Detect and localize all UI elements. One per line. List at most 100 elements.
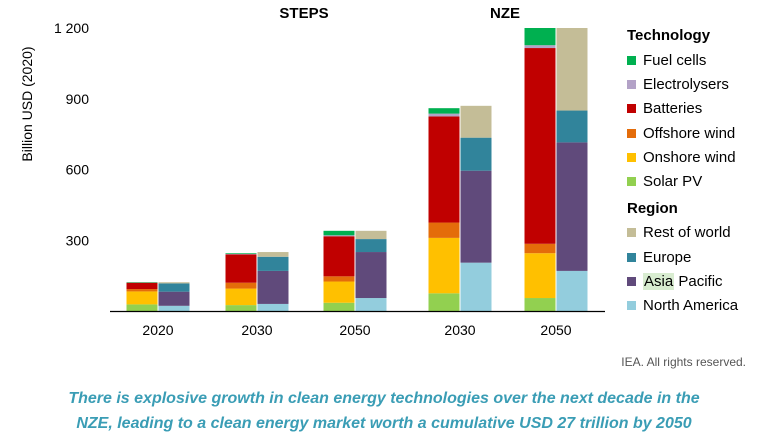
x-tick-label-0: 2020 [142, 322, 173, 338]
bar-segment-technology-offshore-wind-1 [225, 282, 257, 289]
y-tick-label: 300 [66, 232, 90, 248]
bar-segment-region-europe-2 [355, 239, 387, 253]
bar-segment-technology-solar-pv-2 [323, 302, 355, 311]
legend-label: Batteries [643, 100, 703, 118]
legend-item-batteries: Batteries [627, 97, 767, 121]
bar-segment-technology-batteries-4 [524, 48, 556, 244]
bar-segment-region-rest-of-world-1 [257, 252, 289, 257]
bar-segment-technology-onshore-wind-0 [126, 291, 158, 305]
legend-label: Europe [643, 248, 692, 266]
legend-item-fuel-cells: Fuel cells [627, 48, 767, 72]
bar-segment-technology-batteries-2 [323, 236, 355, 277]
bar-segment-technology-onshore-wind-1 [225, 288, 257, 306]
bar-segment-technology-offshore-wind-2 [323, 276, 355, 282]
bar-segment-technology-fuel-cells-4 [524, 28, 556, 46]
legend-label: Fuel cells [643, 51, 707, 69]
legend-item-onshore-wind: Onshore wind [627, 145, 767, 169]
bar-segment-region-asia-pacific-1 [257, 270, 289, 304]
bar-segment-technology-electrolysers-2 [323, 235, 355, 237]
bar-segment-region-asia-pacific-0 [158, 291, 190, 306]
bar-segment-region-europe-4 [556, 110, 588, 143]
legend-label: North America [643, 297, 739, 315]
legend-technology-title: Technology [627, 27, 711, 44]
scenario-label-nze: NZE [490, 5, 520, 22]
legend-swatch [627, 152, 636, 162]
x-tick-label-1: 2030 [241, 322, 272, 338]
bar-segment-region-north-america-3 [460, 262, 492, 311]
bar-segment-region-rest-of-world-0 [158, 282, 190, 284]
x-tick-label-4: 2050 [540, 322, 571, 338]
bar-segment-technology-onshore-wind-2 [323, 281, 355, 303]
legend-swatch [627, 228, 636, 238]
legend-label-rest: Pacific [674, 273, 723, 291]
bar-segment-technology-fuel-cells-1 [225, 253, 257, 254]
credit-text: IEA. All rights reserved. [621, 355, 746, 369]
legend-item-electrolysers: Electrolysers [627, 72, 767, 96]
legend-item-north-america: North America [627, 294, 767, 318]
stacked-bar-chart: 300 600 900 1 200 Billion USD (2020) STEPS NZE… [19, 5, 605, 338]
legend-label: Electrolysers [643, 75, 729, 93]
caption-line-1: There is explosive growth in clean energ… [68, 390, 700, 407]
bar-segment-technology-onshore-wind-3 [428, 237, 460, 294]
legend-item-rest-of-world: Rest of world [627, 221, 767, 245]
bar-segment-technology-batteries-3 [428, 116, 460, 223]
bar-segment-region-europe-0 [158, 283, 190, 292]
caption: There is explosive growth in clean energ… [0, 386, 768, 436]
bar-segment-region-north-america-2 [355, 298, 387, 311]
bar-segment-technology-offshore-wind-4 [524, 243, 556, 254]
caption-line-2: NZE, leading to a clean energy market wo… [76, 415, 692, 432]
legend-swatch [627, 104, 636, 114]
bar-segment-technology-electrolysers-4 [524, 45, 556, 49]
bar-segment-region-north-america-1 [257, 303, 289, 311]
bar-segment-technology-offshore-wind-0 [126, 289, 158, 292]
legend-label: Solar PV [643, 173, 703, 191]
bar-segment-technology-fuel-cells-3 [428, 108, 460, 114]
bar-segment-technology-electrolysers-3 [428, 113, 460, 117]
bar-segment-technology-solar-pv-1 [225, 305, 257, 311]
legend-swatch [627, 252, 636, 262]
bar-segment-region-north-america-4 [556, 270, 588, 311]
bar-segment-technology-fuel-cells-2 [323, 230, 355, 236]
bar-segment-region-rest-of-world-3 [460, 105, 492, 138]
bar-segment-technology-onshore-wind-4 [524, 253, 556, 299]
legend-label: Offshore wind [643, 124, 736, 142]
scenario-label-steps: STEPS [279, 5, 328, 22]
bar-segment-technology-solar-pv-3 [428, 293, 460, 311]
bar-segment-technology-batteries-1 [225, 254, 257, 283]
y-axis-label: Billion USD (2020) [19, 46, 35, 161]
bar-segment-technology-solar-pv-0 [126, 304, 158, 311]
legend-item-solar-pv: Solar PV [627, 169, 767, 193]
bar-segment-region-europe-3 [460, 137, 492, 171]
legend-item-offshore-wind: Offshore wind [627, 121, 767, 145]
y-tick-label: 600 [66, 162, 90, 178]
legend-swatch [627, 301, 636, 311]
bar-segment-region-asia-pacific-2 [355, 252, 387, 299]
legend-region-title: Region [627, 199, 678, 217]
legend-label: Asia Pacific [643, 273, 723, 291]
y-tick-label: 900 [66, 91, 90, 107]
bar-segment-region-asia-pacific-3 [460, 170, 492, 263]
legend: Technology Fuel cells Electrolysers Batt… [627, 24, 767, 318]
bar-segment-region-rest-of-world-2 [355, 230, 387, 240]
bar-segment-technology-batteries-0 [126, 282, 158, 290]
bar-segment-region-rest-of-world-4 [556, 28, 588, 111]
bar-segment-region-europe-1 [257, 256, 289, 271]
y-tick-label: 1 200 [54, 20, 89, 36]
bar-segment-technology-solar-pv-4 [524, 298, 556, 311]
legend-swatch [627, 128, 636, 138]
axis-layer: 300 600 900 1 200 Billion USD (2020) STEPS NZE… [19, 5, 605, 338]
legend-label: Rest of world [643, 224, 731, 242]
legend-label: Onshore wind [643, 148, 736, 166]
legend-item-asia-pacific: Asia Pacific [627, 269, 767, 293]
bar-segment-region-asia-pacific-4 [556, 142, 588, 271]
legend-swatch [627, 177, 636, 187]
legend-label-highlight: Asia [643, 273, 675, 291]
bar-segment-region-north-america-0 [158, 305, 190, 311]
bar-segment-technology-offshore-wind-3 [428, 222, 460, 238]
legend-swatch [627, 79, 636, 89]
legend-swatch [627, 277, 636, 287]
legend-swatch [627, 55, 636, 65]
bars-layer [126, 28, 588, 311]
x-tick-label-2: 2050 [339, 322, 370, 338]
legend-item-europe: Europe [627, 245, 767, 269]
